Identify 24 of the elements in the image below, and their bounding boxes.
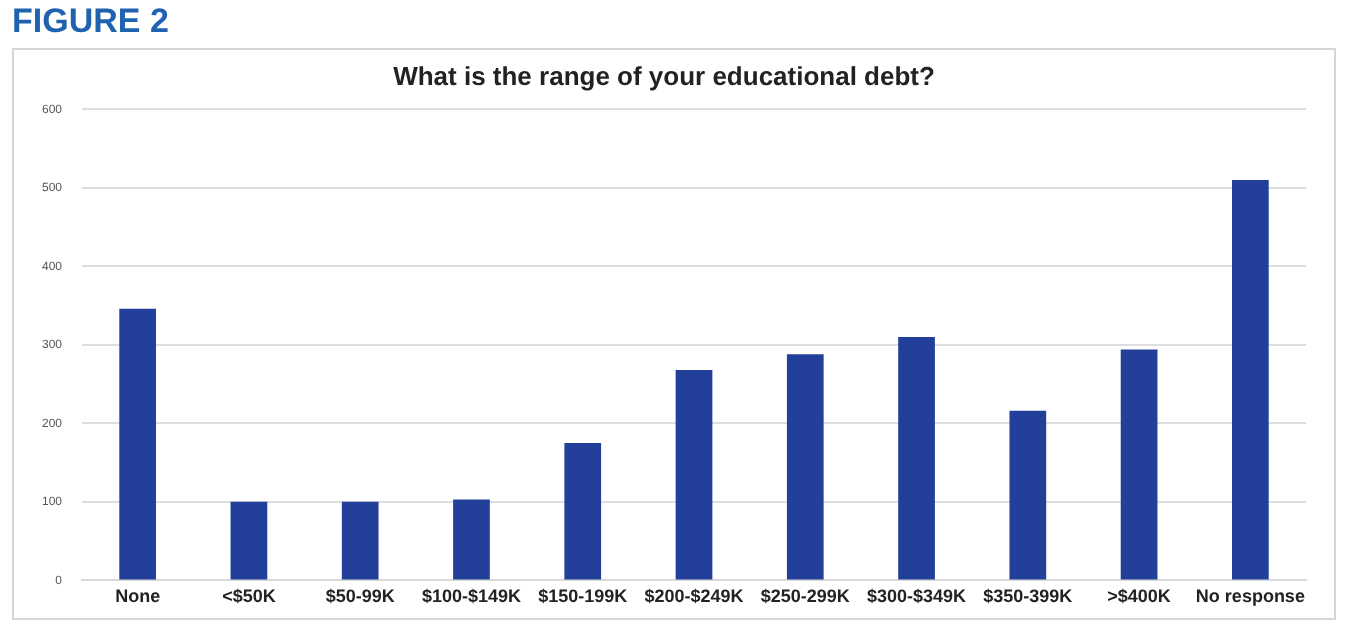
chart-title: What is the range of your educational debt? xyxy=(393,60,935,91)
bar xyxy=(230,501,268,580)
x-tick-label: $150-199K xyxy=(538,586,629,607)
x-tick-label: $350-399K xyxy=(983,586,1074,607)
x-tick-label: <$50K xyxy=(222,586,277,607)
x-tick-label: No response xyxy=(1195,586,1305,607)
bar xyxy=(1120,349,1158,580)
x-tick-label: $250-299K xyxy=(760,586,851,607)
bar xyxy=(675,369,713,580)
bar xyxy=(453,499,490,580)
x-tick-label: $300-$349K xyxy=(867,586,968,607)
x-tick-label: $50-99K xyxy=(325,586,396,607)
x-tick-label: $200-$249K xyxy=(644,586,745,607)
caption: FIGURE 2 xyxy=(12,2,169,42)
bar xyxy=(898,336,935,580)
x-tick-label: None xyxy=(115,586,161,607)
bar xyxy=(1232,179,1269,580)
bar xyxy=(341,501,379,580)
bar xyxy=(564,442,602,580)
x-tick-label: $100-$149K xyxy=(421,586,522,607)
bar xyxy=(1009,410,1047,580)
bar xyxy=(786,354,824,580)
x-tick-label: >$400K xyxy=(1107,586,1172,607)
bar xyxy=(119,308,157,580)
